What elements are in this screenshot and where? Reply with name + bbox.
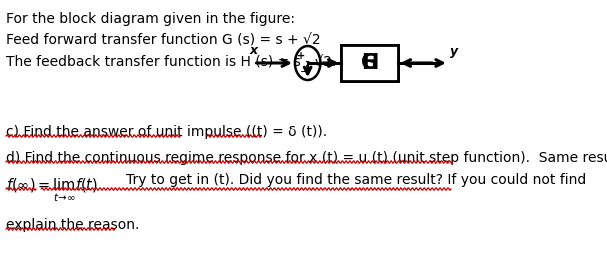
FancyBboxPatch shape	[341, 45, 398, 81]
Text: y: y	[450, 45, 458, 58]
Text: +: +	[297, 51, 305, 61]
Text: For the block diagram given in the figure:: For the block diagram given in the figur…	[6, 12, 295, 26]
Text: x: x	[249, 44, 257, 57]
Text: explain the reason.: explain the reason.	[6, 218, 140, 232]
Text: H: H	[361, 53, 378, 73]
Text: d) Find the continuous regime response for x (t) = u (t) (unit step function).  : d) Find the continuous regime response f…	[6, 151, 607, 165]
Text: Try to get in (t). Did you find the same result? If you could not find: Try to get in (t). Did you find the same…	[126, 173, 586, 187]
Text: Feed forward transfer function G (s) = s + √2: Feed forward transfer function G (s) = s…	[6, 33, 320, 47]
Text: The feedback transfer function is H (s) = s - √2.: The feedback transfer function is H (s) …	[6, 55, 336, 69]
Text: $f(\infty) = \lim_{t \to \infty} f(t)$: $f(\infty) = \lim_{t \to \infty} f(t)$	[6, 177, 98, 204]
FancyBboxPatch shape	[341, 45, 398, 81]
Text: G: G	[361, 53, 378, 73]
Text: c) Find the answer of unit impulse ((t) = δ (t)).: c) Find the answer of unit impulse ((t) …	[6, 125, 327, 139]
Text: −: −	[300, 67, 310, 77]
